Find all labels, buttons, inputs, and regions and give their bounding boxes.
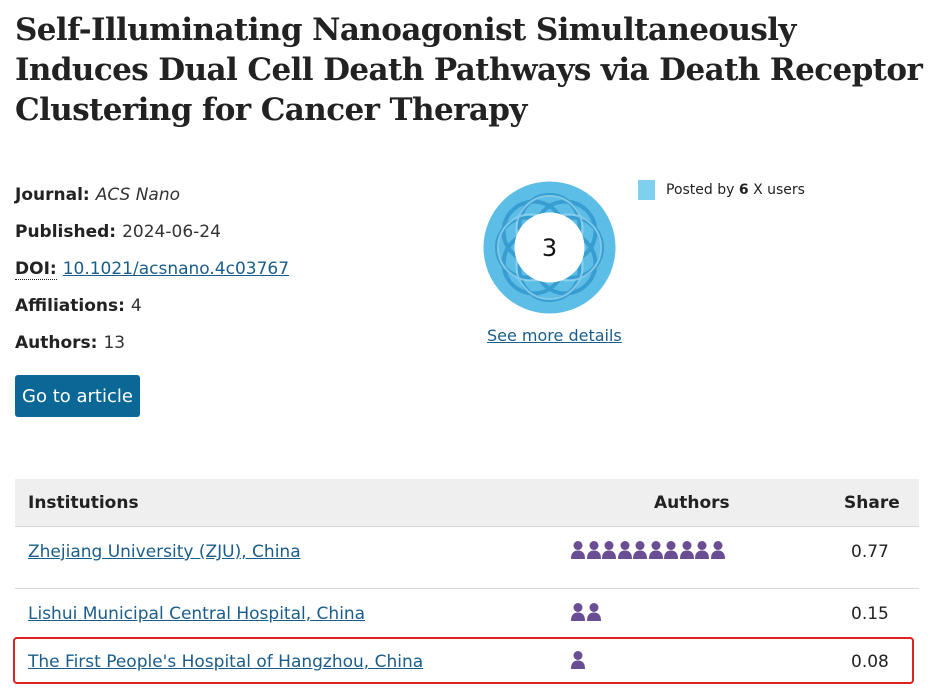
person-icon (571, 651, 585, 669)
table-row: Zhejiang University (ZJU), China 0.77 (15, 527, 919, 587)
affiliations-row: Affiliations: 4 (15, 293, 289, 330)
person-icon (586, 603, 601, 621)
share-value: 0.15 (851, 604, 889, 624)
table-header: Institutions Authors Share (15, 479, 919, 527)
x-legend-text: Posted by 6 X users (666, 180, 805, 200)
table-row: The First People's Hospital of Hangzhou,… (15, 637, 919, 697)
header-share: Share (844, 492, 900, 513)
table-row: Lishui Municipal Central Hospital, China… (15, 589, 919, 649)
institution-link[interactable]: The First People's Hospital of Hangzhou,… (28, 652, 424, 672)
authors-row: Authors: 13 (15, 330, 289, 367)
person-icon (648, 541, 663, 559)
article-title: Self-Illuminating Nanoagonist Simultaneo… (15, 12, 923, 128)
published-label: Published: (15, 222, 117, 242)
institution-link[interactable]: Zhejiang University (ZJU), China (28, 542, 301, 562)
person-icon (710, 541, 725, 559)
share-value: 0.08 (851, 652, 889, 672)
altmetric-legend: Posted by 6 X users (638, 180, 805, 200)
article-metadata: Journal: ACS Nano Published: 2024-06-24 DO… (15, 182, 289, 367)
journal-row: Journal: ACS Nano (15, 182, 289, 219)
legend-count: 6 (738, 182, 749, 198)
header-authors: Authors (654, 492, 730, 513)
author-icons (570, 540, 725, 560)
row-divider (15, 588, 919, 589)
published-value: 2024-06-24 (122, 222, 221, 242)
see-more-details-link[interactable]: See more details (487, 326, 622, 345)
authors-label: Authors: (15, 333, 98, 353)
share-value: 0.77 (851, 542, 889, 562)
person-icon (633, 541, 647, 559)
x-legend-swatch (638, 180, 655, 200)
author-icons (570, 650, 586, 670)
person-icon (586, 541, 601, 559)
person-icon (695, 541, 709, 559)
institution-link[interactable]: Lishui Municipal Central Hospital, China (28, 604, 366, 624)
affiliations-value: 4 (130, 296, 142, 316)
person-icon (602, 541, 616, 559)
journal-label: Journal: (15, 185, 90, 205)
altmetric-donut[interactable] (483, 181, 616, 314)
authors-value: 13 (103, 333, 126, 353)
doi-link[interactable]: 10.1021/acsnano.4c03767 (62, 259, 290, 279)
go-to-article-button[interactable]: Go to article (15, 375, 140, 417)
header-institutions: Institutions (28, 492, 139, 513)
doi-row: DOI: 10.1021/acsnano.4c03767 (15, 256, 289, 293)
person-icon (679, 541, 694, 559)
affiliations-label: Affiliations: (15, 296, 125, 316)
institutions-table: Institutions Authors Share Zhejiang Univ… (15, 479, 919, 672)
legend-suffix: X users (748, 182, 805, 198)
published-row: Published: 2024-06-24 (15, 219, 289, 256)
person-icon (571, 603, 585, 621)
altmetric-score: 3 (541, 233, 558, 262)
person-icon (571, 541, 585, 559)
journal-value: ACS Nano (95, 185, 181, 205)
author-icons (570, 602, 601, 622)
person-icon (617, 541, 632, 559)
legend-prefix: Posted by (666, 182, 739, 198)
doi-label: DOI: (15, 259, 57, 280)
person-icon (664, 541, 678, 559)
